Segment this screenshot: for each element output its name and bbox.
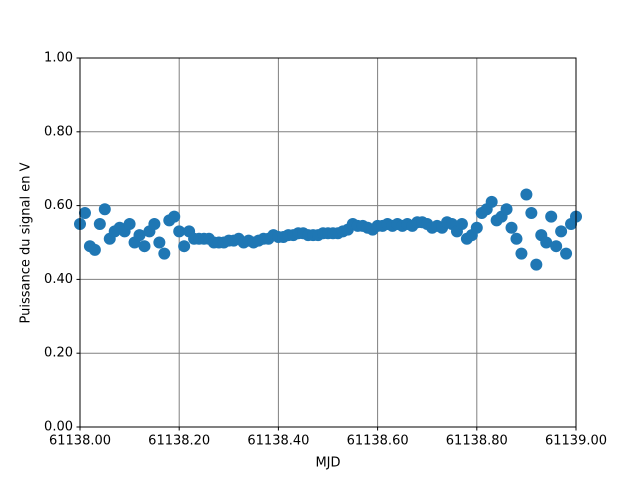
point bbox=[520, 188, 533, 201]
point bbox=[178, 240, 191, 253]
point bbox=[133, 229, 146, 242]
point bbox=[560, 247, 573, 260]
point bbox=[485, 195, 498, 208]
point bbox=[148, 218, 161, 231]
x-tick-label: 61138.60 bbox=[347, 434, 409, 449]
x-tick-label: 61138.80 bbox=[446, 434, 508, 449]
x-tick-label: 61138.40 bbox=[247, 434, 309, 449]
point bbox=[550, 240, 563, 253]
point bbox=[93, 218, 106, 231]
point bbox=[158, 247, 171, 260]
y-tick-label: 0.80 bbox=[44, 124, 73, 139]
point bbox=[505, 221, 518, 234]
point bbox=[138, 240, 151, 253]
point bbox=[545, 210, 558, 223]
x-tick-label: 61138.00 bbox=[49, 434, 111, 449]
y-axis-label: Puissance du signal en V bbox=[19, 162, 34, 323]
point bbox=[500, 203, 513, 216]
y-tick-label: 0.60 bbox=[44, 198, 73, 213]
y-tick-label: 0.00 bbox=[44, 420, 73, 435]
y-tick-label: 0.20 bbox=[44, 346, 73, 361]
x-axis-label: MJD bbox=[315, 456, 340, 471]
point bbox=[470, 221, 483, 234]
point bbox=[530, 258, 543, 271]
point bbox=[78, 206, 91, 219]
point bbox=[455, 218, 468, 231]
plot-frame bbox=[79, 57, 577, 428]
x-tick-label: 61138.20 bbox=[148, 434, 210, 449]
point bbox=[525, 206, 538, 219]
point bbox=[540, 236, 553, 249]
point bbox=[98, 203, 111, 216]
point bbox=[173, 225, 186, 238]
point bbox=[88, 243, 101, 256]
point bbox=[168, 210, 181, 223]
point bbox=[515, 247, 528, 260]
x-tick-label: 61139.00 bbox=[545, 434, 607, 449]
point bbox=[123, 218, 136, 231]
y-tick-label: 1.00 bbox=[44, 51, 73, 66]
point bbox=[510, 232, 523, 245]
point bbox=[153, 236, 166, 249]
point bbox=[555, 225, 568, 238]
y-tick-label: 0.40 bbox=[44, 272, 73, 287]
